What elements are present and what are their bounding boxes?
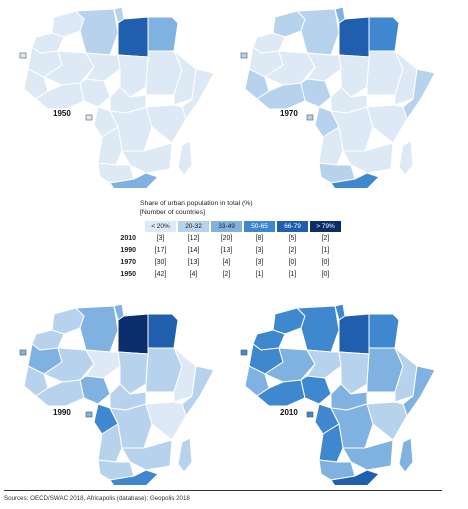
legend-row-year: 1950 [120, 271, 136, 278]
cape-verde-marker [240, 52, 248, 59]
legend-cell: [2] [222, 271, 231, 278]
country-region-nigeria [79, 78, 111, 108]
map-1990 [14, 300, 219, 485]
country-region-nigeria [300, 78, 332, 108]
map-1970 [235, 3, 440, 188]
legend-swatch-4: 50-65 [244, 221, 275, 232]
country-region-algeria [74, 8, 119, 56]
legend-cell: [12] [187, 235, 200, 242]
country-region-libya [117, 313, 153, 355]
sao-tome-marker [306, 114, 314, 121]
map-year-label-1970: 1970 [280, 109, 298, 118]
legend-cell: [8] [255, 235, 264, 242]
country-region-angola [97, 423, 123, 463]
country-region-niger [85, 52, 121, 82]
country-region-madagascar [177, 437, 193, 473]
legend-cell: [2] [288, 247, 297, 254]
legend-cell: [30] [154, 259, 167, 266]
legend-cell: [5] [288, 235, 297, 242]
legend-cell: [1] [255, 271, 264, 278]
legend-swatch-3: 33-49 [211, 221, 242, 232]
source-note: Sources: OECD/SWAC 2018, Africapolis (da… [4, 495, 190, 502]
country-region-east-africa [145, 401, 187, 441]
legend-swatch-2: 20-32 [178, 221, 209, 232]
map-year-label-1950: 1950 [53, 109, 71, 118]
africa-map-1970 [240, 6, 436, 188]
legend-swatch-1: < 20% [145, 221, 176, 232]
country-region-nigeria [79, 375, 111, 405]
legend-cell: [1] [321, 247, 330, 254]
legend-swatch-5: 66-79 [277, 221, 308, 232]
country-region-egypt [147, 313, 179, 349]
country-region-angola [318, 126, 344, 166]
legend-cell: [20] [220, 235, 233, 242]
cape-verde-marker [240, 349, 248, 356]
country-region-south-africa [109, 172, 159, 188]
country-region-south-africa [330, 469, 380, 485]
legend-cell: [13] [220, 247, 233, 254]
map-2010 [235, 300, 440, 485]
country-region-angola [97, 126, 123, 166]
country-region-south-africa [330, 172, 380, 188]
legend-cell: [0] [321, 259, 330, 266]
legend-cell: [42] [154, 271, 167, 278]
country-region-east-africa [145, 104, 187, 144]
legend-swatch-6: > 79% [310, 221, 341, 232]
legend-cell: [3] [255, 247, 264, 254]
sao-tome-marker [85, 114, 93, 121]
legend-row-year: 2010 [120, 235, 136, 242]
country-region-niger [306, 52, 342, 82]
cape-verde-marker [19, 349, 27, 356]
map-year-label-2010: 2010 [280, 408, 298, 417]
legend-cell: [3] [156, 235, 165, 242]
country-region-madagascar [398, 140, 414, 176]
map-1950 [14, 3, 219, 188]
country-region-algeria [295, 305, 340, 353]
source-divider [4, 490, 442, 491]
country-region-niger [85, 349, 121, 379]
legend-cell: [4] [189, 271, 198, 278]
africa-map-1950 [19, 6, 215, 188]
legend-cell: [13] [187, 259, 200, 266]
country-region-algeria [295, 8, 340, 56]
legend-cell: [14] [187, 247, 200, 254]
africa-map-1990 [19, 303, 215, 485]
legend-row-year: 1990 [120, 247, 136, 254]
legend-cell: [0] [288, 259, 297, 266]
country-region-egypt [368, 313, 400, 349]
country-region-madagascar [177, 140, 193, 176]
legend-cell: [2] [321, 235, 330, 242]
sao-tome-marker [85, 411, 93, 418]
country-region-east-africa [366, 104, 408, 144]
country-region-egypt [368, 16, 400, 52]
country-region-niger [306, 349, 342, 379]
country-region-libya [338, 313, 374, 355]
legend-cell: [1] [288, 271, 297, 278]
map-year-label-1990: 1990 [53, 408, 71, 417]
country-region-south-africa [109, 469, 159, 485]
country-region-east-africa [366, 401, 408, 441]
sao-tome-marker [306, 411, 314, 418]
legend-cell: [0] [321, 271, 330, 278]
legend-cell: [4] [222, 259, 231, 266]
legend-cell: [3] [255, 259, 264, 266]
legend-title: Share of urban population in total (%) [… [140, 199, 340, 217]
country-region-madagascar [398, 437, 414, 473]
legend-cell: [17] [154, 247, 167, 254]
country-region-nigeria [300, 375, 332, 405]
legend-title-line1: Share of urban population in total (%) [140, 200, 253, 207]
country-region-libya [338, 16, 374, 58]
cape-verde-marker [19, 52, 27, 59]
legend-title-line2: [Number of countries] [140, 209, 205, 216]
country-region-libya [117, 16, 153, 58]
country-region-angola [318, 423, 344, 463]
country-region-egypt [147, 16, 179, 52]
country-region-algeria [74, 305, 119, 353]
africa-map-2010 [240, 303, 436, 485]
legend-row-year: 1970 [120, 259, 136, 266]
